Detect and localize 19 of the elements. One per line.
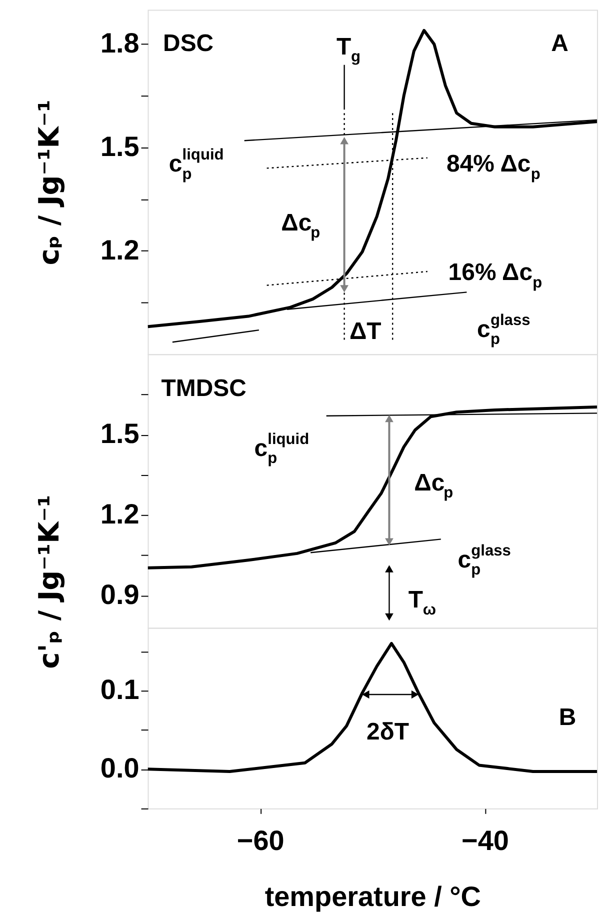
y-tick-label: 1.8 [100,28,140,59]
y-axis-title: cₚ / Jg⁻¹K⁻¹ [32,100,66,266]
annotation: TMDSC [161,375,246,402]
y-tick-label: 0.1 [100,674,140,706]
y-tick-label: 1.2 [100,498,140,530]
annotation: 2δT [366,718,410,746]
annotation: ΔT [349,318,382,346]
y-axis-title: c'ₚ / Jg⁻¹K⁻¹ [32,494,66,669]
y-tick-label: 0.9 [100,579,140,610]
y-tick-label: 1.5 [100,418,140,450]
y-tick-label: 0.0 [100,752,140,784]
annotation: B [558,704,576,732]
x-axis-title: temperature / °C [264,880,481,912]
annotation: A [551,30,568,58]
y-tick-label: 1.2 [100,234,140,266]
x-tick-label: −40 [462,824,509,856]
x-tick-label: −60 [236,824,284,856]
annotation: DSC [163,30,214,58]
y-tick-label: 1.5 [100,131,140,162]
